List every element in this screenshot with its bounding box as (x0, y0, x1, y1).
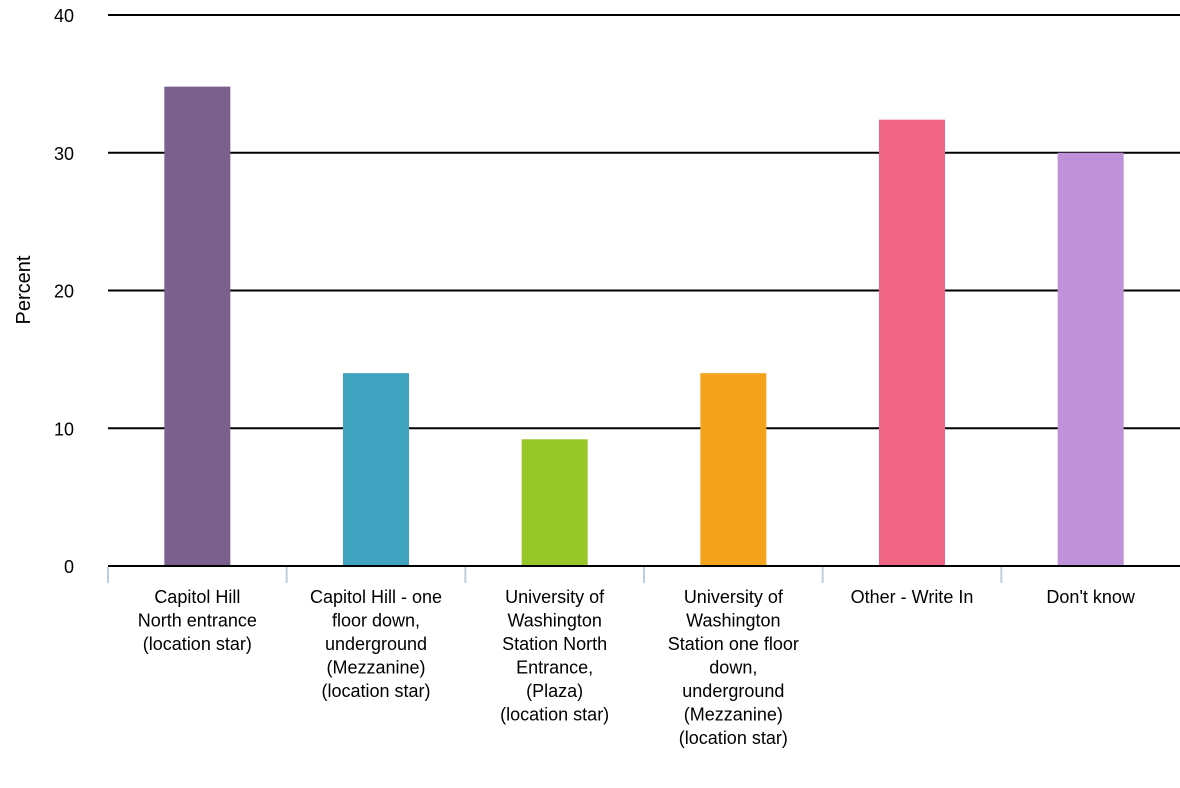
axes (107, 565, 1180, 583)
x-tick-label-line: Station North (502, 634, 607, 654)
x-tick-label: University of Washington Station North Entr… (500, 587, 609, 725)
x-tick-label-line: floor down, (332, 611, 420, 631)
x-tick-label: Capitol Hill North entrance (location star… (138, 587, 257, 654)
labels: 0 10 20 30 40 Capitol Hill North entrance (loca… (54, 6, 1136, 748)
x-tick-label-line: Washington (507, 611, 601, 631)
x-tick-label-line: North entrance (138, 611, 257, 631)
y-tick-label: 30 (54, 144, 74, 164)
y-tick-label: 20 (54, 282, 74, 302)
x-tick-label-line: underground (325, 634, 427, 654)
x-tick-label-line: (location star) (321, 681, 430, 701)
bar (1057, 152, 1124, 566)
bar (700, 373, 767, 566)
y-tick-label: 10 (54, 419, 74, 439)
x-tick-label-line: underground (682, 681, 784, 701)
x-tick-label-line: Other - Write In (851, 587, 974, 607)
x-tick-label-line: Capitol Hill (154, 587, 240, 607)
gridlines (108, 14, 1180, 430)
x-tick-label-line: (Mezzanine) (326, 658, 425, 678)
y-tick-label: 40 (54, 6, 74, 26)
x-tick-label-line: University of (684, 587, 784, 607)
x-tick-label: Other - Write In (851, 587, 974, 607)
x-tick-label-line: University of (505, 587, 605, 607)
x-tick-label-line: down, (709, 658, 757, 678)
y-axis-label: Percent (13, 255, 35, 324)
bars (164, 86, 1124, 566)
x-tick-label-line: (location star) (143, 634, 252, 654)
x-tick-label-line: Washington (686, 611, 780, 631)
x-tick-label-line: (location star) (500, 705, 609, 725)
x-tick-label-line: Capitol Hill - one (310, 587, 442, 607)
bar (521, 439, 588, 566)
x-tick-label: Capitol Hill - one floor down, underground… (310, 587, 442, 701)
bar (164, 86, 231, 566)
x-tick-label: Don't know (1046, 587, 1135, 607)
x-tick-label-line: (Plaza) (526, 681, 583, 701)
x-tick-label-line: (location star) (679, 728, 788, 748)
x-tick-label-line: Station one floor (668, 634, 799, 654)
x-tick-label-line: (Mezzanine) (684, 705, 783, 725)
bar (879, 119, 945, 566)
x-tick-label-line: Entrance, (516, 658, 593, 678)
x-tick-label: University of Washington Station one floor… (668, 587, 799, 748)
x-tick-label-line: Don't know (1046, 587, 1135, 607)
bar (343, 373, 409, 566)
y-tick-label: 0 (64, 557, 74, 577)
